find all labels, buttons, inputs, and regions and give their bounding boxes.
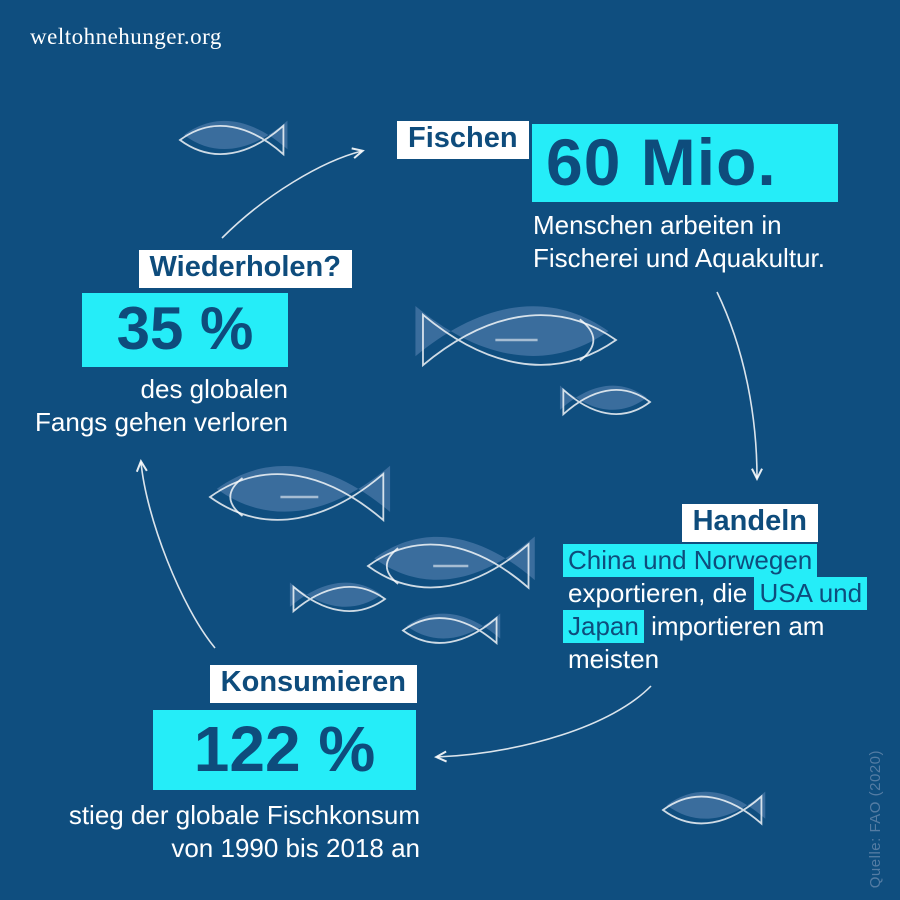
step-label-wiederholen: Wiederholen? xyxy=(138,250,352,288)
fish-icon xyxy=(208,464,392,522)
desc-fischen-line1: Menschen arbeiten in xyxy=(533,210,782,240)
desc-handeln-line2-text: exportieren, die xyxy=(568,578,755,608)
highlight-usa-und: USA und xyxy=(754,577,868,610)
fish-icon xyxy=(289,581,386,612)
fish-icon xyxy=(559,384,651,415)
desc-handeln: China und Norwegen exportieren, die USA … xyxy=(563,544,868,676)
fish-icon xyxy=(179,119,289,156)
fish-icon xyxy=(413,304,618,367)
site-logo: weltohnehunger.org xyxy=(30,24,222,49)
desc-handeln-line2: exportieren, die USA und xyxy=(568,577,868,610)
stat-fischen: 60 Mio. xyxy=(532,124,838,202)
desc-handeln-line3-text: importieren am xyxy=(643,611,825,641)
desc-fischen-line2: Fischerei und Aquakultur. xyxy=(533,243,825,273)
desc-wiederholen: des globalen Fangs gehen verloren xyxy=(35,373,288,439)
highlight-japan: Japan xyxy=(563,610,644,643)
step-label-fischen: Fischen xyxy=(397,121,529,159)
desc-wiederholen-line1: des globalen xyxy=(140,374,288,404)
desc-handeln-line3: Japan importieren am xyxy=(563,610,867,643)
desc-konsumieren: stieg der globale Fischkonsum von 1990 b… xyxy=(69,799,420,865)
arrow-konsumieren-to-wiederholen xyxy=(141,462,216,649)
fish-icon xyxy=(662,790,766,825)
desc-konsumieren-line2: von 1990 bis 2018 an xyxy=(171,833,420,863)
arrow-fischen-to-handeln xyxy=(716,291,757,478)
arrow-handeln-to-konsumieren xyxy=(437,685,652,757)
desc-fischen: Menschen arbeiten in Fischerei und Aquak… xyxy=(533,209,825,275)
desc-konsumieren-line1: stieg der globale Fischkonsum xyxy=(68,800,420,830)
stat-konsumieren: 122 % xyxy=(153,710,416,790)
step-label-konsumieren: Konsumieren xyxy=(209,665,417,703)
stat-wiederholen: 35 % xyxy=(82,293,288,367)
source-credit: Quelle: FAO (2020) xyxy=(867,749,884,888)
fish-icon xyxy=(402,612,501,644)
fish-icon xyxy=(366,535,537,590)
step-label-handeln: Handeln xyxy=(681,504,818,542)
desc-handeln-line4: meisten xyxy=(568,644,660,674)
arrow-wiederholen-to-fischen xyxy=(221,151,362,239)
highlight-china-norwegen: China und Norwegen xyxy=(563,544,818,577)
desc-handeln-line1: China und Norwegen xyxy=(563,544,867,577)
desc-wiederholen-line2: Fangs gehen verloren xyxy=(35,407,288,437)
